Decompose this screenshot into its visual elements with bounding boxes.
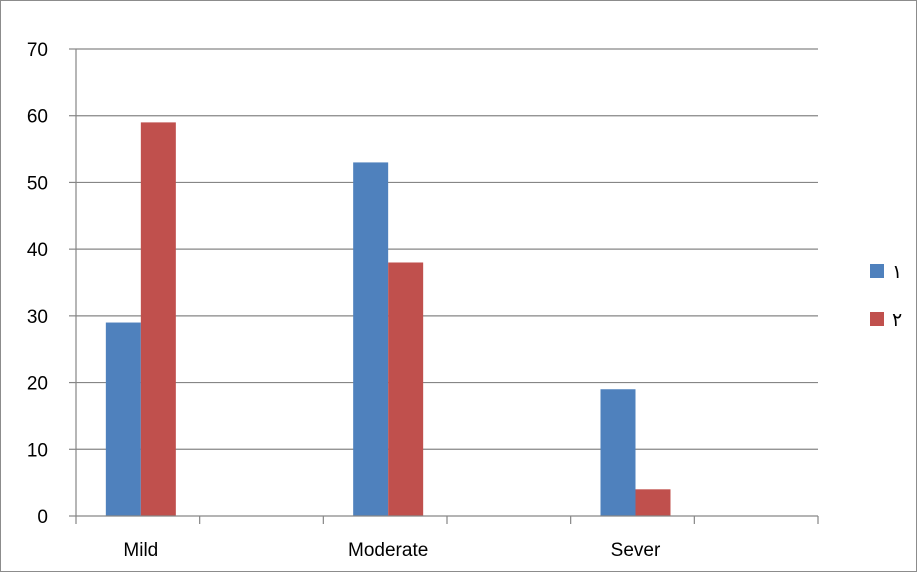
legend-swatch (870, 312, 884, 326)
bars (105, 122, 671, 516)
y-tick-label: 60 (27, 107, 48, 128)
legend-label: ٢ (892, 309, 902, 331)
bar-2-mild (140, 122, 176, 516)
legend: ١٢ (870, 261, 902, 331)
y-tick-label: 0 (37, 507, 48, 528)
y-tick-label: 20 (27, 374, 48, 395)
tick-labels: 0 10 20 30 40 50 60 70 Mild Moderate Sever (27, 40, 661, 561)
bar-1-sever (600, 389, 636, 516)
y-tick-label: 70 (27, 40, 48, 61)
bar-2-moderate (388, 262, 424, 516)
x-tick-label: Mild (123, 540, 158, 561)
legend-swatch (870, 264, 884, 278)
y-tick-label: 40 (27, 240, 48, 261)
y-tick-label: 10 (27, 440, 48, 461)
bar-1-mild (105, 322, 141, 516)
bar-1-moderate (353, 162, 389, 516)
legend-label: ١ (892, 261, 902, 283)
axes (69, 48, 819, 524)
bar-2-sever (635, 489, 671, 516)
x-tick-label: Sever (611, 540, 661, 561)
x-tick-label: Moderate (348, 540, 428, 561)
gridlines (76, 48, 818, 450)
y-tick-label: 50 (27, 173, 48, 194)
y-tick-label: 30 (27, 307, 48, 328)
